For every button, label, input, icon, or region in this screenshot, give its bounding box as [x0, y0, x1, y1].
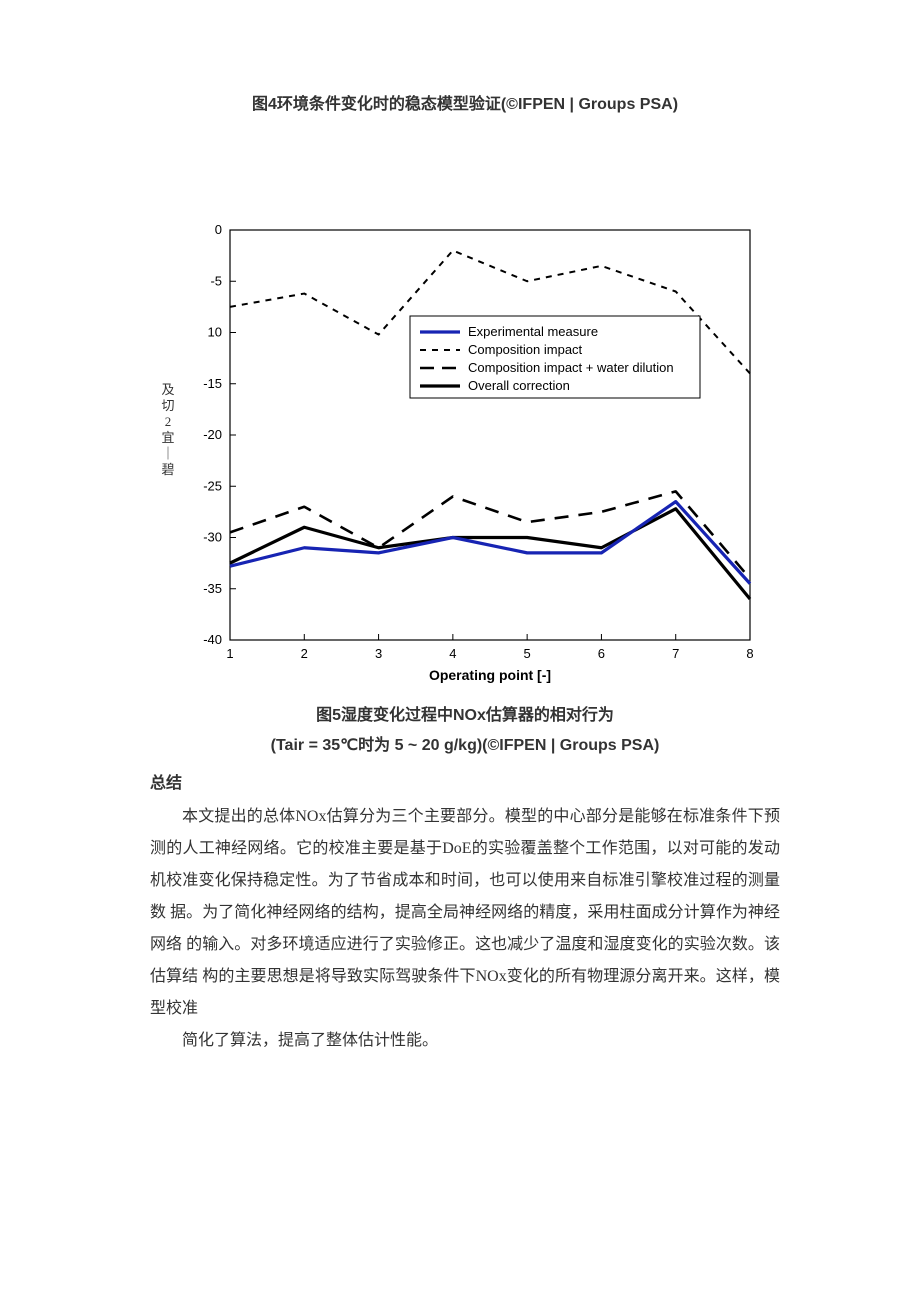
svg-text:-35: -35	[203, 581, 222, 596]
svg-text:-40: -40	[203, 632, 222, 647]
decorative-gap	[150, 120, 780, 210]
svg-text:-20: -20	[203, 427, 222, 442]
svg-text:宜: 宜	[161, 430, 174, 445]
svg-text:-5: -5	[210, 273, 222, 288]
svg-text:4: 4	[449, 646, 456, 661]
svg-text:2: 2	[165, 414, 172, 429]
svg-text:Composition impact: Composition impact	[468, 342, 583, 357]
svg-text:Experimental measure: Experimental measure	[468, 324, 598, 339]
svg-text:3: 3	[375, 646, 382, 661]
figure5-caption-line1: 图5湿度变化过程中NOx估算器的相对行为	[150, 701, 780, 725]
summary-heading: 总结	[150, 769, 780, 793]
svg-text:8: 8	[746, 646, 753, 661]
svg-text:1: 1	[226, 646, 233, 661]
figure5-svg: 0 -5 10 -15 -20 -25 -30 -35 -40 1 2 3 4 5 6 7 8 Operating…	[150, 210, 780, 690]
figure5-chart: 0 -5 10 -15 -20 -25 -30 -35 -40 1 2 3 4 5 6 7 8 Operating…	[150, 210, 780, 695]
svg-text:碧: 碧	[161, 462, 174, 477]
svg-text:切: 切	[161, 398, 174, 413]
svg-text:Composition impact + water dil: Composition impact + water dilution	[468, 360, 674, 375]
svg-text:｜: ｜	[161, 446, 174, 461]
svg-text:Operating point [-]: Operating point [-]	[429, 667, 551, 683]
svg-text:6: 6	[598, 646, 605, 661]
svg-text:0: 0	[215, 222, 222, 237]
svg-text:-25: -25	[203, 478, 222, 493]
svg-text:10: 10	[208, 325, 222, 340]
svg-text:5: 5	[524, 646, 531, 661]
svg-text:7: 7	[672, 646, 679, 661]
figure5-caption-line2: (Tair = 35℃时为 5 ~ 20 g/kg)(©IFPEN | Grou…	[150, 731, 780, 755]
svg-text:-30: -30	[203, 530, 222, 545]
body-paragraph-1: 本文提出的总体NOx估算分为三个主要部分。模型的中心部分是能够在标准条件下预测的…	[150, 801, 780, 1025]
figure4-caption: 图4环境条件变化时的稳态模型验证(©IFPEN | Groups PSA)	[150, 90, 780, 114]
svg-text:2: 2	[301, 646, 308, 661]
document-page: 图4环境条件变化时的稳态模型验证(©IFPEN | Groups PSA) 0 -…	[0, 0, 920, 1117]
svg-text:及: 及	[161, 382, 174, 397]
body-paragraph-2: 简化了算法，提高了整体估计性能。	[150, 1025, 780, 1057]
svg-text:-15: -15	[203, 376, 222, 391]
svg-text:Overall correction: Overall correction	[468, 378, 570, 393]
